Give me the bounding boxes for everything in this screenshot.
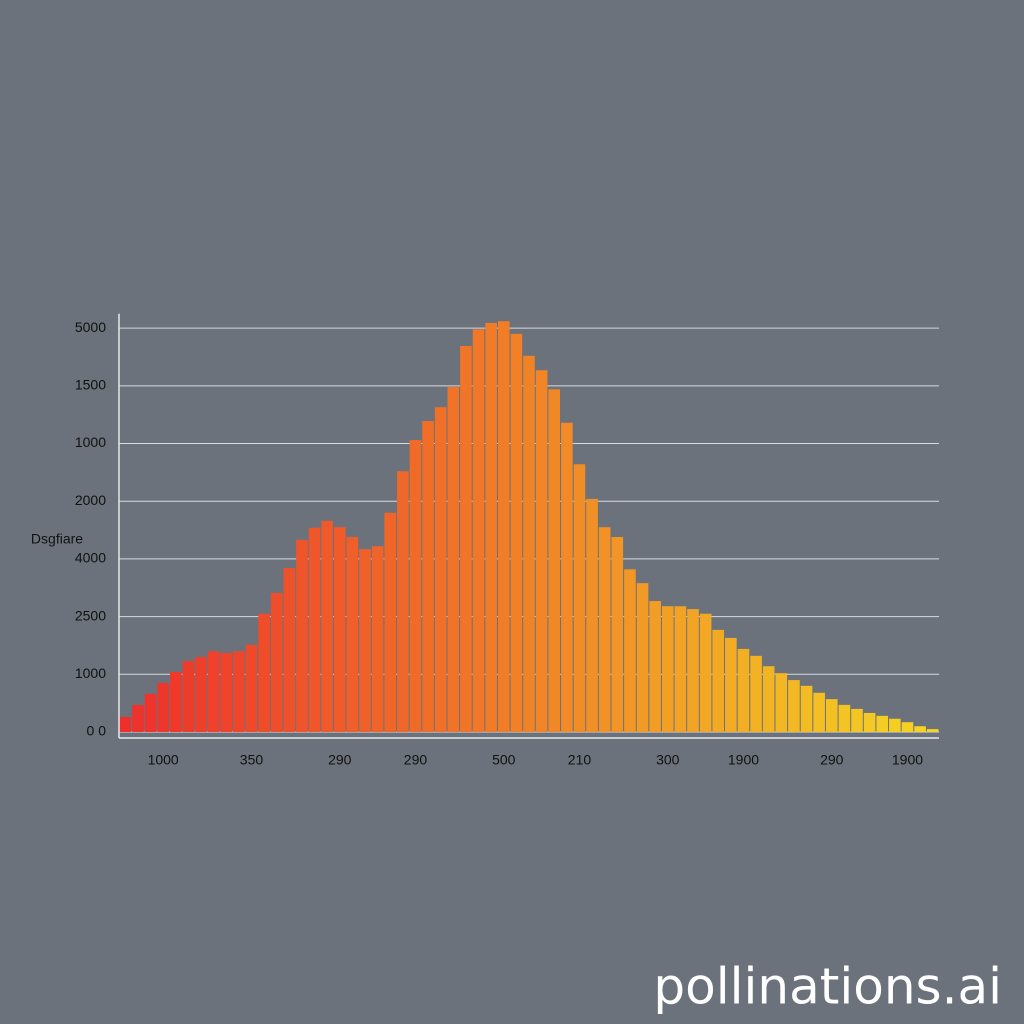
bar xyxy=(157,682,169,732)
bar xyxy=(447,386,460,732)
bar xyxy=(144,693,157,732)
bar xyxy=(510,333,523,732)
bar xyxy=(573,464,586,732)
bar xyxy=(863,712,876,732)
bar xyxy=(460,346,472,732)
bar xyxy=(687,609,699,732)
y-axis-label: Dsgfiare xyxy=(31,531,83,547)
x-tick-label: 1000 xyxy=(148,752,179,768)
bar xyxy=(926,729,939,732)
bar xyxy=(371,546,384,732)
bar xyxy=(825,699,838,732)
bar xyxy=(661,606,674,732)
bar xyxy=(725,637,737,732)
y-tick-label: 0 0 xyxy=(87,723,107,739)
bar xyxy=(561,422,573,732)
bar xyxy=(195,656,207,732)
bar xyxy=(674,606,687,732)
y-tick-label: 5000 xyxy=(75,319,106,335)
bar xyxy=(270,592,283,732)
bar xyxy=(409,440,422,732)
y-tick-label: 1000 xyxy=(75,434,106,450)
watermark: pollinations.ai xyxy=(653,958,1002,1016)
bar xyxy=(712,629,725,732)
bar xyxy=(636,583,649,732)
bar xyxy=(914,726,926,732)
bar xyxy=(472,329,485,732)
x-tick-label: 1900 xyxy=(892,752,923,768)
bar xyxy=(233,651,245,732)
bar xyxy=(775,673,788,732)
bar xyxy=(800,685,813,732)
bar xyxy=(434,407,447,732)
bar xyxy=(737,648,750,732)
x-tick-label: 350 xyxy=(240,752,264,768)
x-tick-label: 1900 xyxy=(728,752,759,768)
bar xyxy=(359,549,371,732)
bar xyxy=(119,716,132,732)
x-tick-label: 290 xyxy=(404,752,428,768)
bar xyxy=(283,568,296,732)
bar xyxy=(851,708,863,732)
bar xyxy=(497,321,510,732)
bar xyxy=(788,680,800,732)
x-tick-label: 300 xyxy=(656,752,680,768)
bar xyxy=(207,651,220,732)
x-tick-label: 210 xyxy=(568,752,592,768)
bar xyxy=(397,471,409,732)
bar xyxy=(308,527,321,732)
bar xyxy=(422,421,434,732)
bar xyxy=(889,718,901,732)
bar xyxy=(624,569,636,732)
y-tick-label: 2000 xyxy=(75,492,106,508)
bar xyxy=(762,666,775,732)
bar xyxy=(321,520,333,732)
bar xyxy=(813,692,825,732)
bar xyxy=(586,498,598,732)
y-tick-label: 4000 xyxy=(75,550,106,566)
bar xyxy=(611,536,624,732)
bar xyxy=(535,370,548,732)
bar xyxy=(220,652,233,732)
bar xyxy=(876,715,889,732)
bar xyxy=(258,613,270,732)
y-tick-label: 1000 xyxy=(75,665,106,681)
bar xyxy=(132,704,144,732)
bar xyxy=(245,644,258,732)
x-tick-label: 500 xyxy=(492,752,516,768)
bar xyxy=(333,527,346,732)
bar xyxy=(838,704,851,732)
bar xyxy=(523,355,535,732)
bar xyxy=(346,536,359,732)
y-tick-label: 1500 xyxy=(75,377,106,393)
bar xyxy=(182,661,195,732)
bar xyxy=(598,527,611,732)
bar xyxy=(699,613,712,732)
bar xyxy=(296,539,308,732)
bar xyxy=(548,389,561,732)
bar xyxy=(901,722,914,732)
bar xyxy=(169,671,182,732)
bar xyxy=(649,601,661,732)
y-tick-label: 2500 xyxy=(75,607,106,623)
bar xyxy=(750,655,762,732)
x-tick-label: 290 xyxy=(820,752,844,768)
bar xyxy=(384,512,397,732)
bar xyxy=(485,322,497,732)
x-tick-label: 290 xyxy=(328,752,352,768)
